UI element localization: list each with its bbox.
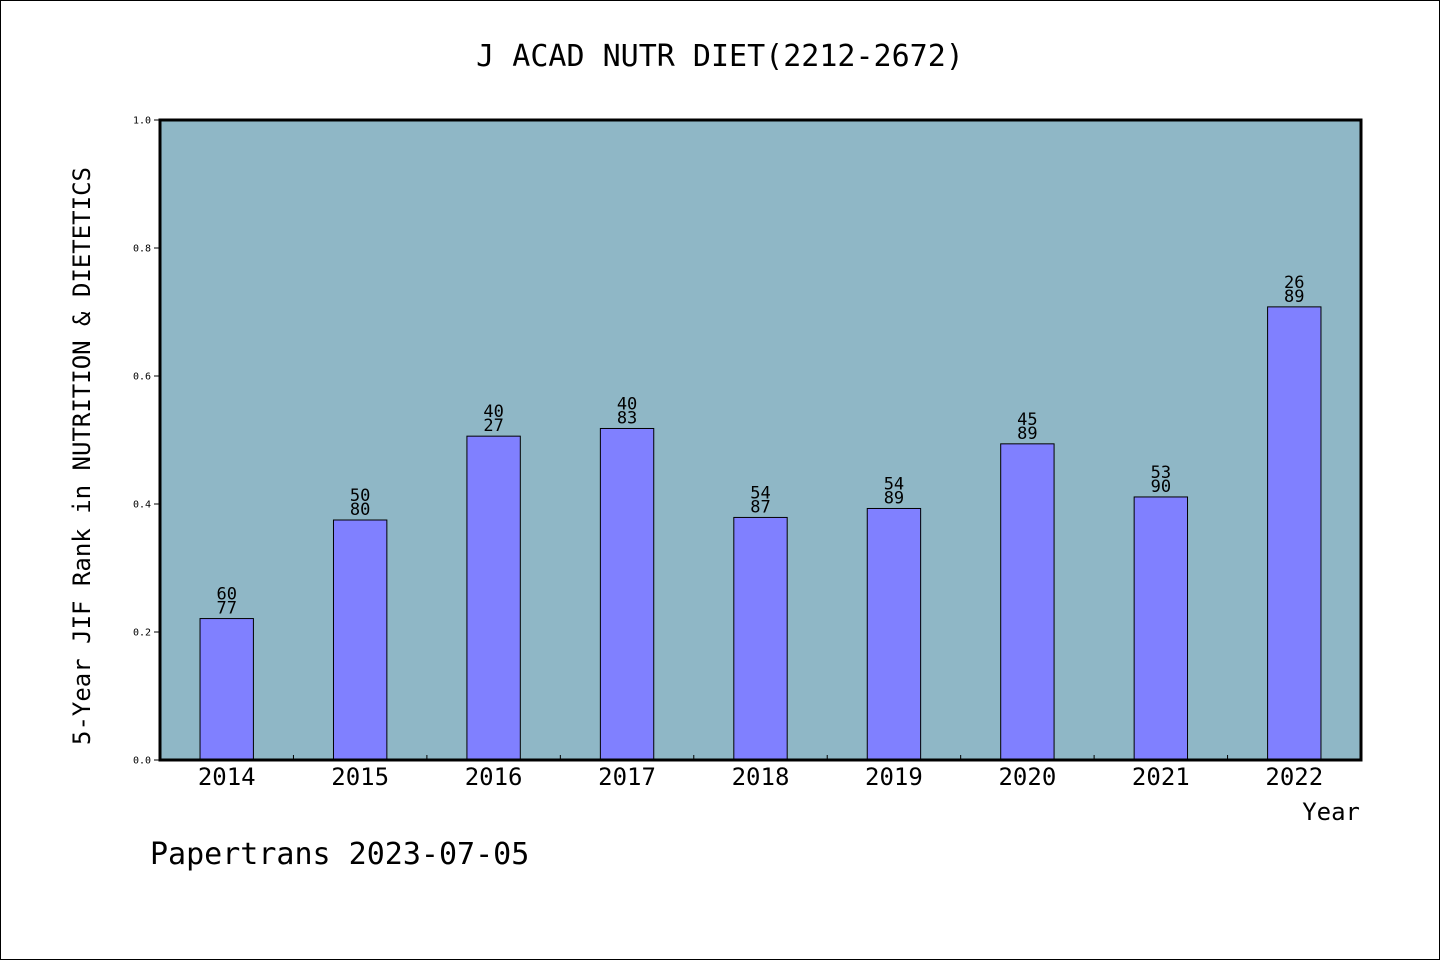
x-axis-ticks: 2014 2015 2016 2017 2018 2019 2020 2021 2022 bbox=[198, 755, 1323, 791]
chart-title: J ACAD NUTR DIET(2212-2672) bbox=[476, 39, 964, 74]
plot-border bbox=[158, 118, 1363, 762]
bar-label-total: 27 bbox=[483, 416, 503, 436]
bar-2018 bbox=[733, 516, 788, 761]
y-tick-label: 0.0 bbox=[133, 756, 151, 767]
x-tick-label: 2018 bbox=[732, 763, 790, 791]
bar-label-rank: 54 bbox=[884, 474, 904, 494]
x-tick-label: 2022 bbox=[1265, 763, 1323, 791]
y-tick-label: 0.6 bbox=[133, 372, 151, 383]
bar-2022 bbox=[1267, 306, 1322, 761]
x-tick-label: 2014 bbox=[198, 763, 256, 791]
bar-label-rank: 50 bbox=[350, 486, 370, 506]
bar-label-total: 83 bbox=[617, 408, 637, 428]
bar-label-total: 89 bbox=[1017, 424, 1037, 444]
bar-label-total: 89 bbox=[884, 488, 904, 508]
bar-label-rank: 60 bbox=[216, 585, 236, 605]
bar-2014 bbox=[199, 618, 254, 761]
bar-label-rank: 53 bbox=[1151, 463, 1171, 483]
x-axis-label: Year bbox=[1302, 798, 1360, 826]
x-tick-label: 2019 bbox=[865, 763, 923, 791]
bar-2016 bbox=[466, 435, 521, 761]
y-tick-label: 0.8 bbox=[133, 244, 151, 255]
bar-label-rank: 40 bbox=[617, 394, 637, 414]
bar-label-total: 87 bbox=[750, 497, 770, 517]
x-tick-label: 2015 bbox=[331, 763, 389, 791]
bar-2019 bbox=[866, 507, 922, 761]
x-tick-label: 2020 bbox=[998, 763, 1056, 791]
bar-2020 bbox=[1000, 443, 1055, 761]
y-tick-label: 0.2 bbox=[133, 628, 151, 639]
bar-label-rank: 26 bbox=[1284, 273, 1304, 293]
bar-2021 bbox=[1133, 496, 1189, 761]
bar-label-total: 80 bbox=[350, 500, 370, 520]
bar-2015 bbox=[332, 519, 388, 761]
y-tick-label: 1.0 bbox=[133, 116, 151, 127]
x-tick-label: 2017 bbox=[598, 763, 656, 791]
y-axis-label: 5-Year JIF Rank in NUTRITION & DIETETICS bbox=[68, 167, 96, 745]
y-axis-ticks: 0.0 0.2 0.4 0.6 0.8 1.0 bbox=[133, 116, 160, 767]
bar-label-rank: 40 bbox=[483, 402, 503, 422]
bar-label-rank: 54 bbox=[750, 483, 770, 503]
x-tick-label: 2016 bbox=[465, 763, 523, 791]
y-tick-label: 0.4 bbox=[133, 500, 151, 511]
bar-2017 bbox=[599, 427, 655, 761]
bar-label-total: 77 bbox=[216, 599, 236, 619]
bar-label-total: 89 bbox=[1284, 287, 1304, 307]
bar-label-rank: 45 bbox=[1017, 410, 1037, 430]
bars-group bbox=[199, 306, 1322, 761]
footer-credit: Papertrans 2023-07-05 bbox=[150, 837, 529, 872]
bar-label-total: 90 bbox=[1151, 477, 1171, 497]
x-tick-label: 2021 bbox=[1132, 763, 1190, 791]
